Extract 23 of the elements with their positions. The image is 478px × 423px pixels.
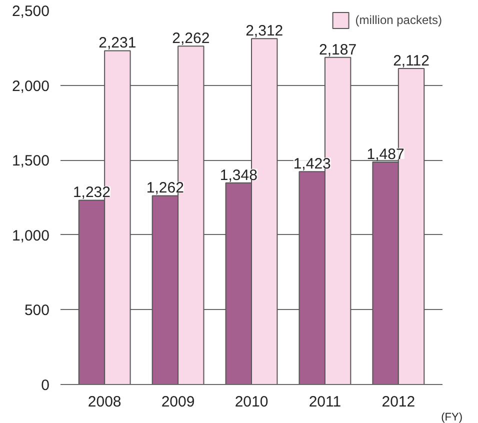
- data-label: 2,262: [172, 30, 210, 48]
- y-tick-label: 1,500: [12, 152, 50, 170]
- text: (FY): [441, 412, 463, 423]
- data-label: 2,312: [246, 22, 284, 40]
- x-tick-label: 2009: [161, 394, 195, 410]
- y-tick-label: 2,500: [12, 3, 50, 20]
- data-label: 1,232: [72, 184, 110, 202]
- y-tick-label: 500: [24, 302, 50, 320]
- data-label: 1,487: [366, 146, 404, 164]
- data-label: 2,112: [393, 52, 430, 70]
- x-tick-label: 2008: [88, 394, 122, 410]
- x-tick-label: 2012: [382, 394, 416, 410]
- data-label: 1,348: [220, 166, 258, 184]
- data-label: 1,262: [146, 180, 184, 197]
- y-tick-label: 0: [41, 377, 50, 394]
- data-label: 1,423: [293, 156, 331, 173]
- x-tick-label: 2010: [234, 394, 268, 410]
- data-label: 2,231: [98, 34, 136, 52]
- y-tick-label: 1,000: [12, 227, 50, 244]
- x-tick-label: 2011: [308, 394, 342, 410]
- data-label: 2,187: [319, 41, 357, 58]
- legend-label: (million packets): [355, 13, 442, 27]
- y-tick-label: 2,000: [12, 78, 50, 95]
